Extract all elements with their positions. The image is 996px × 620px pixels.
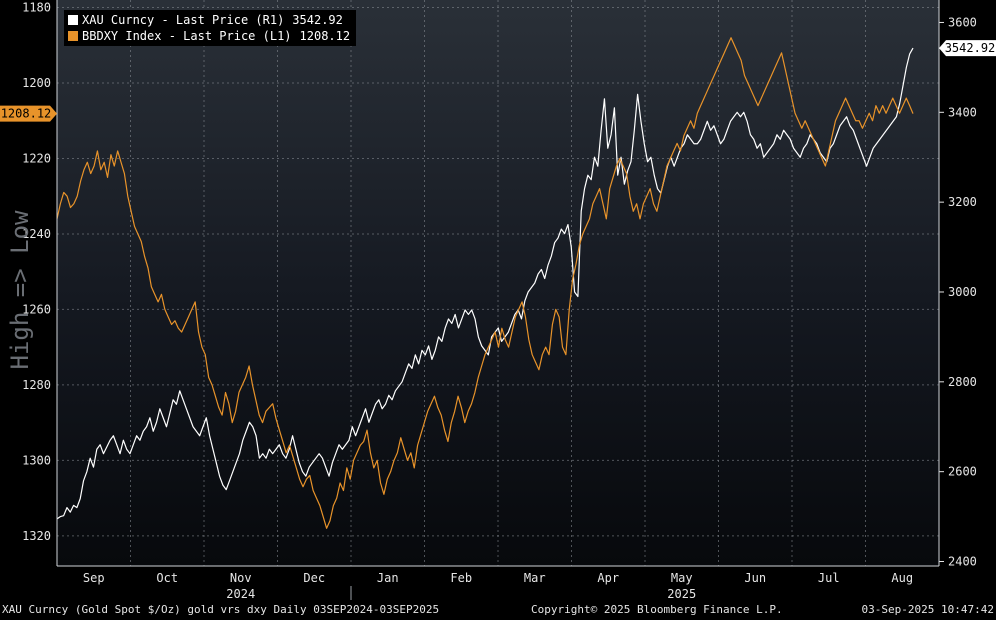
x-tick-label: May bbox=[671, 571, 693, 585]
x-tick-label: Sep bbox=[83, 571, 105, 585]
right-tick-label: 2400 bbox=[948, 555, 977, 569]
left-tick-label: 1180 bbox=[22, 1, 51, 15]
right-tick-label: 3000 bbox=[948, 285, 977, 299]
left-axis-label: High => Low bbox=[6, 210, 34, 369]
year-label: 2025 bbox=[667, 587, 696, 600]
series-line-xau bbox=[56, 47, 914, 520]
left-tick-label: 1220 bbox=[22, 151, 51, 165]
left-tick-label: 1300 bbox=[22, 453, 51, 467]
right-tick-label: 3600 bbox=[948, 15, 977, 29]
right-tick-label: 3400 bbox=[948, 105, 977, 119]
legend-label-xau: XAU Curncy - Last Price (R1) bbox=[82, 13, 285, 27]
x-tick-label: Dec bbox=[303, 571, 325, 585]
x-tick-label: Oct bbox=[156, 571, 178, 585]
left-tick-label: 1320 bbox=[22, 529, 51, 543]
legend-swatch-xau bbox=[68, 15, 78, 25]
legend-last-bbdxy: 1208.12 bbox=[299, 29, 351, 43]
legend-label-bbdxy: BBDXY Index - Last Price (L1) bbox=[82, 29, 292, 43]
legend-item-xau[interactable]: XAU Curncy - Last Price (R1) 3542.92 bbox=[68, 12, 350, 28]
year-label: 2024 bbox=[226, 587, 255, 600]
footer-timestamp: 03-Sep-2025 10:47:42 bbox=[861, 603, 994, 616]
x-tick-label: Jan bbox=[377, 571, 399, 585]
legend-swatch-bbdxy bbox=[68, 31, 78, 41]
right-tick-label: 2800 bbox=[948, 375, 977, 389]
x-tick-label: Apr bbox=[597, 571, 619, 585]
series-layer bbox=[56, 37, 914, 529]
left-tick-label: 1260 bbox=[22, 302, 51, 316]
right-tick-label: 3200 bbox=[948, 195, 977, 209]
legend-item-bbdxy[interactable]: BBDXY Index - Last Price (L1) 1208.12 bbox=[68, 28, 350, 44]
axis-layer: Sep Oct Nov Dec Jan Feb Mar Apr May Jun Jul Aug 2024… bbox=[0, 0, 996, 601]
left-last-value-text: 1208.12 bbox=[1, 107, 52, 121]
left-last-value-flag bbox=[0, 105, 57, 122]
x-tick-label: Feb bbox=[450, 571, 472, 585]
legend-last-xau: 3542.92 bbox=[292, 13, 343, 27]
right-last-value-flag bbox=[939, 40, 996, 57]
left-tick-label: 1240 bbox=[22, 227, 51, 241]
series-line-bbdxy bbox=[56, 37, 914, 529]
x-tick-label: Mar bbox=[524, 571, 546, 585]
footer-copyright: Copyright© 2025 Bloomberg Finance L.P. bbox=[531, 603, 783, 616]
x-tick-label: Nov bbox=[230, 571, 252, 585]
left-tick-label: 1200 bbox=[22, 76, 51, 90]
grid bbox=[57, 0, 939, 566]
footer-security-description: XAU Curncy (Gold Spot $/Oz) gold vrs dxy… bbox=[2, 603, 440, 616]
chart-canvas: Sep Oct Nov Dec Jan Feb Mar Apr May Jun Jul Aug 2024… bbox=[0, 0, 996, 601]
right-tick-label: 2600 bbox=[948, 465, 977, 479]
x-tick-label: Jul bbox=[818, 571, 840, 585]
left-tick-label: 1280 bbox=[22, 378, 51, 392]
footer-bar: XAU Curncy (Gold Spot $/Oz) gold vrs dxy… bbox=[0, 600, 996, 620]
right-last-value-text: 3542.92 bbox=[945, 41, 996, 55]
x-tick-label: Jun bbox=[744, 571, 766, 585]
x-tick-label: Aug bbox=[891, 571, 913, 585]
legend: XAU Curncy - Last Price (R1) 3542.92 BBD… bbox=[64, 10, 357, 46]
